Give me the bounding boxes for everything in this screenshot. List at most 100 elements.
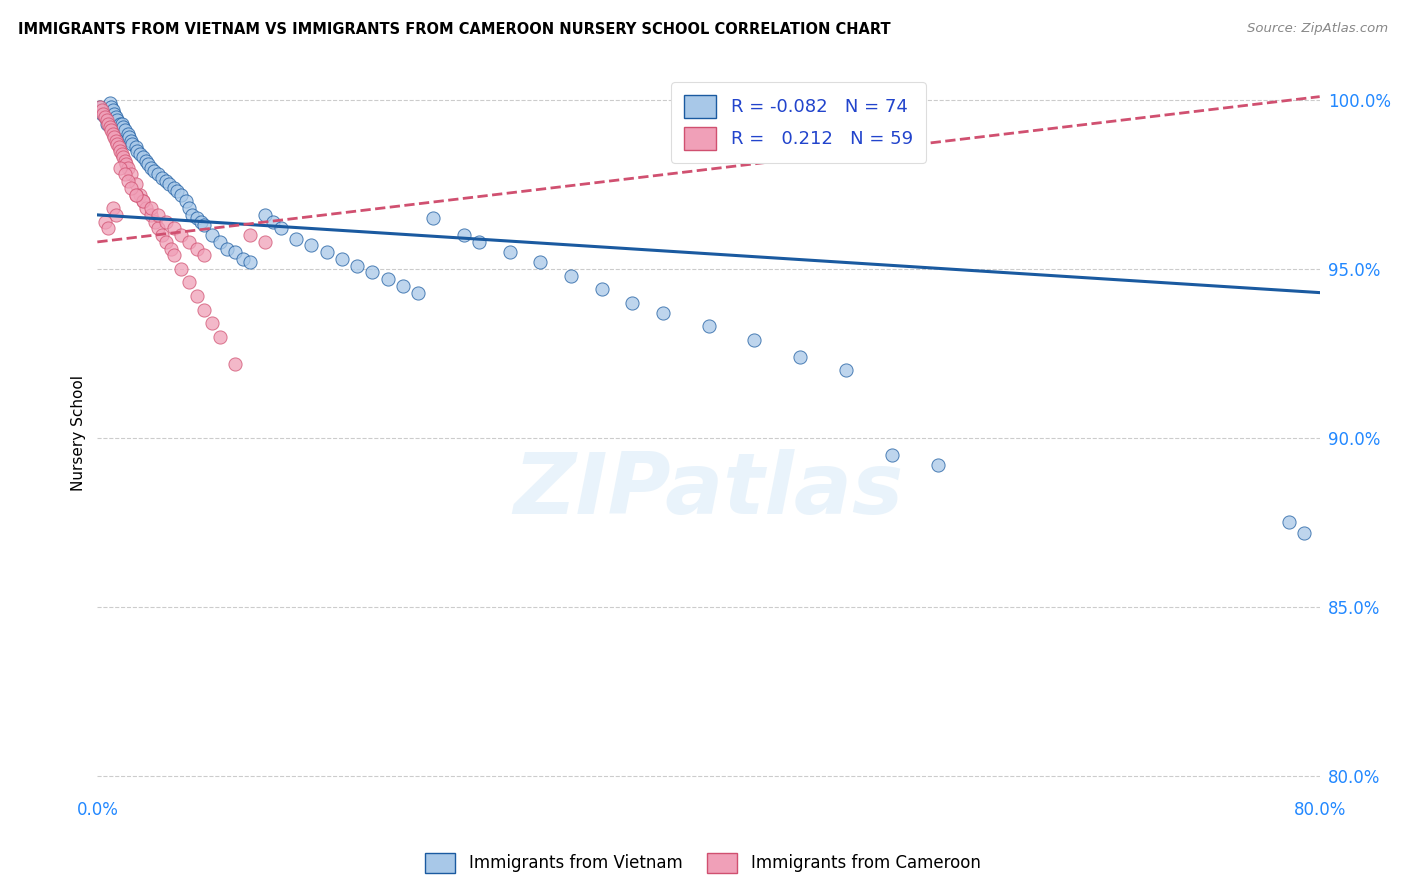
Point <box>105 136 128 151</box>
Point <box>422 211 444 226</box>
Point <box>97 221 120 235</box>
Point <box>132 194 155 209</box>
Point <box>621 295 644 310</box>
Point <box>406 285 429 300</box>
Point <box>110 161 132 175</box>
Point <box>927 458 949 472</box>
Point <box>231 252 253 266</box>
Point <box>468 235 491 249</box>
Point <box>139 208 162 222</box>
Point <box>112 120 135 134</box>
Point <box>560 268 582 283</box>
Point <box>136 157 159 171</box>
Point <box>98 96 121 111</box>
Point <box>145 214 167 228</box>
Point <box>201 316 224 330</box>
Point <box>121 136 143 151</box>
Point <box>96 117 118 131</box>
Point <box>299 238 322 252</box>
Point <box>224 357 246 371</box>
Point <box>100 123 122 137</box>
Point <box>101 103 124 117</box>
Point <box>132 151 155 165</box>
Point <box>117 161 139 175</box>
Text: Source: ZipAtlas.com: Source: ZipAtlas.com <box>1247 22 1388 36</box>
Point <box>789 350 811 364</box>
Point <box>101 127 124 141</box>
Point <box>110 117 132 131</box>
Point <box>135 201 157 215</box>
Point <box>377 272 399 286</box>
Point <box>186 242 208 256</box>
Point <box>90 106 112 120</box>
Point <box>93 106 115 120</box>
Point <box>129 187 152 202</box>
Point <box>155 174 177 188</box>
Point <box>139 161 162 175</box>
Point <box>270 221 292 235</box>
Point <box>651 306 673 320</box>
Point <box>142 164 165 178</box>
Point <box>148 221 170 235</box>
Point <box>112 151 135 165</box>
Point <box>111 147 134 161</box>
Point <box>148 167 170 181</box>
Point <box>124 187 146 202</box>
Point <box>94 110 117 124</box>
Point <box>89 100 111 114</box>
Point <box>105 113 128 128</box>
Point <box>453 228 475 243</box>
Point <box>190 214 212 228</box>
Point <box>124 187 146 202</box>
Point <box>159 242 181 256</box>
Point <box>315 245 337 260</box>
Point <box>201 228 224 243</box>
Point <box>170 187 193 202</box>
Point <box>100 100 122 114</box>
Point <box>150 170 173 185</box>
Legend: Immigrants from Vietnam, Immigrants from Cameroon: Immigrants from Vietnam, Immigrants from… <box>419 847 987 880</box>
Point <box>117 174 139 188</box>
Point <box>499 245 522 260</box>
Point <box>208 235 231 249</box>
Point <box>124 178 146 192</box>
Point <box>174 194 197 209</box>
Point <box>392 278 415 293</box>
Text: IMMIGRANTS FROM VIETNAM VS IMMIGRANTS FROM CAMEROON NURSERY SCHOOL CORRELATION C: IMMIGRANTS FROM VIETNAM VS IMMIGRANTS FR… <box>18 22 891 37</box>
Point <box>155 214 177 228</box>
Point <box>193 248 215 262</box>
Point <box>114 167 136 181</box>
Point <box>117 127 139 141</box>
Point <box>120 167 142 181</box>
Point <box>107 140 129 154</box>
Point <box>118 130 141 145</box>
Point <box>193 218 215 232</box>
Point <box>110 144 132 158</box>
Point <box>181 208 204 222</box>
Point <box>285 231 308 245</box>
Point <box>529 255 551 269</box>
Point <box>129 147 152 161</box>
Point <box>104 134 127 148</box>
Point <box>89 100 111 114</box>
Point <box>96 113 118 128</box>
Point <box>94 110 117 124</box>
Point <box>239 255 262 269</box>
Point <box>125 144 148 158</box>
Point <box>880 448 903 462</box>
Point <box>148 208 170 222</box>
Point <box>186 211 208 226</box>
Point <box>239 228 262 243</box>
Point <box>103 106 125 120</box>
Point <box>835 363 858 377</box>
Point <box>591 282 613 296</box>
Point <box>186 289 208 303</box>
Point <box>163 248 186 262</box>
Point <box>163 221 186 235</box>
Point <box>208 329 231 343</box>
Point <box>744 333 766 347</box>
Point <box>111 117 134 131</box>
Point <box>1294 525 1316 540</box>
Point <box>346 259 368 273</box>
Point <box>103 130 125 145</box>
